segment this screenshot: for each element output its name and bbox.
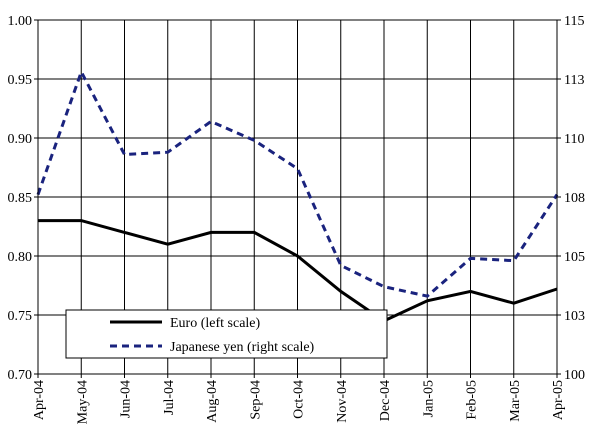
left-tick-label: 1.00: [8, 14, 33, 29]
x-tick-label: Jan-05: [421, 380, 436, 417]
x-tick-label: Sep-04: [248, 380, 263, 420]
right-axis-ticks: 100 103 105 108 110 113 115: [557, 14, 585, 383]
legend-label-yen: Japanese yen (right scale): [170, 340, 315, 355]
right-tick-label: 110: [564, 132, 584, 147]
series-lines: [36, 68, 559, 323]
legend-label-euro: Euro (left scale): [170, 316, 261, 331]
x-tick-label: Apr-04: [32, 380, 47, 420]
left-tick-label: 0.85: [8, 191, 33, 206]
x-axis-ticks: Apr-04 May-04 Jun-04 Jul-04 Aug-04 Sep-04 Oct-…: [32, 374, 566, 424]
x-tick-label: Oct-04: [292, 380, 307, 419]
series-line-yen: [36, 68, 559, 298]
right-tick-label: 103: [564, 309, 585, 324]
legend: Euro (left scale) Japanese yen (right sc…: [65, 309, 388, 359]
left-tick-label: 0.70: [8, 368, 33, 383]
x-tick-label: Apr-05: [551, 380, 566, 420]
x-tick-label: May-04: [75, 380, 90, 424]
x-tick-label: Nov-04: [335, 380, 350, 423]
left-tick-label: 0.90: [8, 132, 33, 147]
series-line-euro: [38, 219, 558, 323]
left-tick-label: 0.80: [8, 250, 33, 265]
legend-box: [65, 309, 388, 359]
right-tick-label: 100: [564, 368, 585, 383]
x-tick-label: Jul-04: [162, 380, 177, 415]
left-axis-ticks: 0.70 0.75 0.80 0.85 0.90 0.95 1.00: [8, 14, 38, 383]
right-tick-label: 105: [564, 250, 585, 265]
x-tick-label: Dec-04: [378, 380, 393, 421]
x-tick-label: Aug-04: [205, 380, 220, 423]
left-tick-label: 0.95: [8, 73, 33, 88]
x-tick-label: Mar-05: [508, 380, 523, 422]
right-tick-label: 108: [564, 191, 585, 206]
right-tick-label: 113: [564, 73, 584, 88]
x-tick-label: Jun-04: [119, 380, 134, 418]
x-tick-label: Feb-05: [465, 380, 480, 420]
right-tick-label: 115: [564, 14, 584, 29]
left-tick-label: 0.75: [8, 309, 33, 324]
